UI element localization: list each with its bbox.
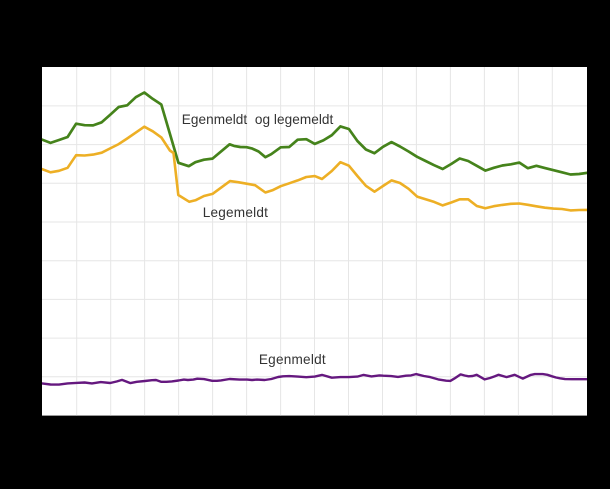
svg-text:Egenmeldt: Egenmeldt xyxy=(259,352,326,367)
svg-text:Legemeldt: Legemeldt xyxy=(203,205,268,220)
svg-text:Egenmeldt og legemeldt: Egenmeldt og legemeldt xyxy=(182,112,334,127)
